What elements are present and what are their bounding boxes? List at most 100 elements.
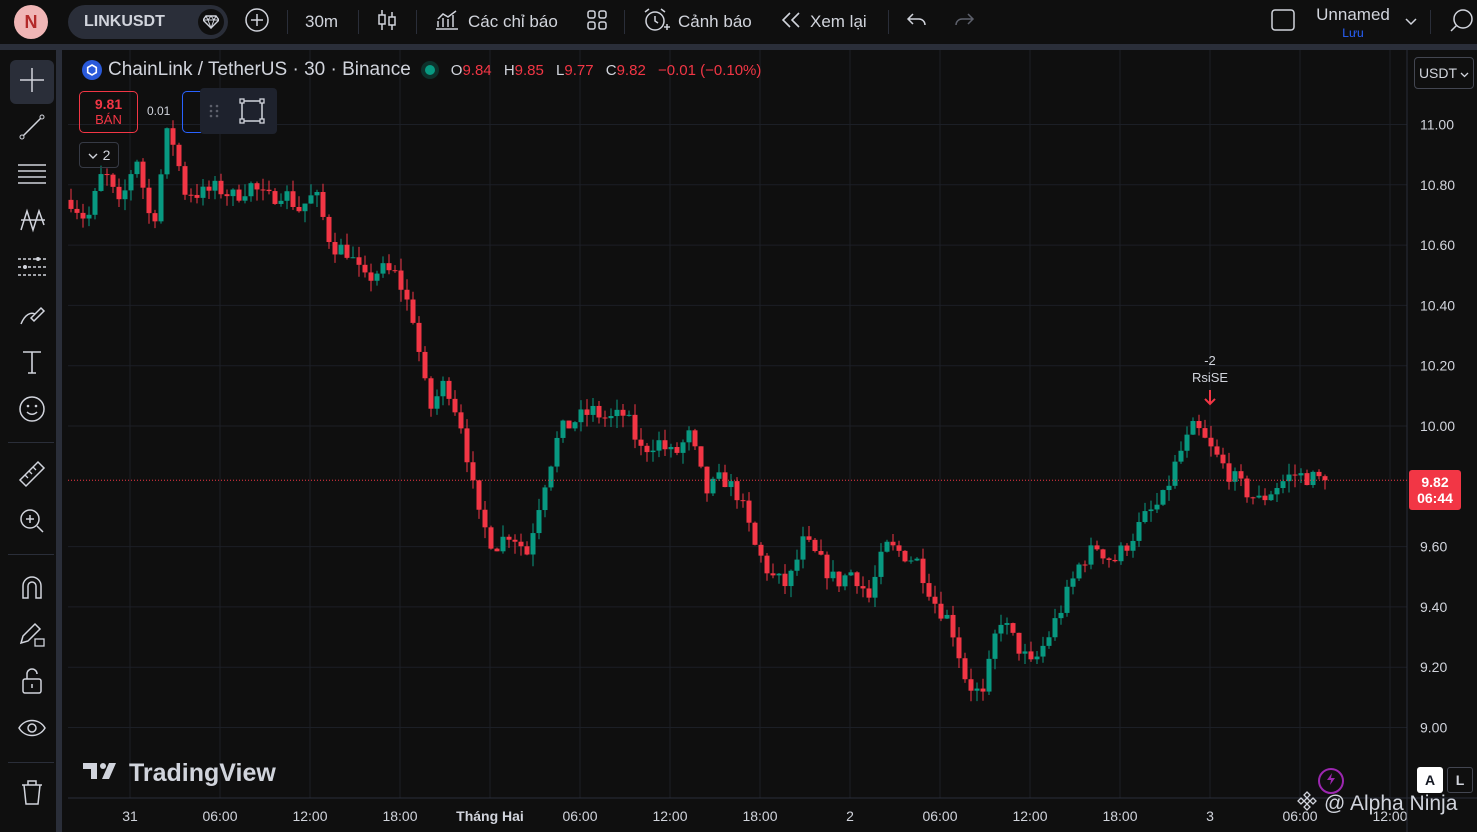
remove-drawings-tool[interactable] (10, 772, 54, 816)
diamond-icon[interactable] (198, 9, 224, 35)
y-tick-label: 11.00 (1420, 117, 1454, 133)
candle-body (626, 414, 632, 416)
candle-body (566, 420, 572, 429)
select-area-icon[interactable] (238, 97, 266, 130)
candle-body (608, 416, 614, 419)
chart-pane[interactable]: 11.00 10.80 10.60 10.40 10.20 10.00 9.60 9.40 9.… (68, 50, 1477, 832)
candle-body (1118, 545, 1124, 562)
sell-label: BÁN (95, 112, 122, 127)
candle-body (812, 539, 818, 552)
candle-body (110, 174, 116, 187)
sell-button[interactable]: 9.81 BÁN (79, 91, 138, 133)
magnet-icon (17, 572, 47, 607)
ruler-icon (17, 459, 47, 494)
tradingview-logo-icon (83, 759, 121, 788)
layout-square-button[interactable] (1270, 0, 1296, 44)
candle-body (284, 191, 290, 201)
emoji-tool[interactable] (10, 389, 54, 433)
candle-body (470, 462, 476, 481)
candle-body (1208, 437, 1214, 447)
candle-body (1286, 474, 1292, 482)
open-value: 9.84 (462, 61, 492, 79)
alerts-button[interactable]: Cảnh báo (642, 0, 752, 44)
floating-toolbar[interactable] (200, 88, 277, 134)
redo-button[interactable] (953, 0, 975, 44)
candle-body (764, 555, 770, 574)
chart-type-button[interactable] (376, 0, 398, 44)
candle-body (1058, 612, 1064, 619)
candle-body (1214, 446, 1220, 455)
quick-search-button[interactable] (1448, 0, 1474, 44)
trend-line-tool[interactable] (10, 107, 54, 151)
candle-body (776, 573, 782, 576)
lock-drawing-tool[interactable] (10, 614, 54, 658)
candle-body (200, 186, 206, 198)
templates-button[interactable] (585, 0, 609, 44)
candle-body (158, 174, 164, 222)
brush-tool[interactable] (10, 295, 54, 339)
candle-body (926, 583, 932, 597)
text-tool[interactable] (10, 342, 54, 386)
undo-button[interactable] (906, 0, 928, 44)
toolbar-divider (624, 10, 625, 34)
candle-body (698, 446, 704, 467)
hide-drawings-tool[interactable] (10, 708, 54, 752)
projection-tool[interactable] (10, 248, 54, 292)
candle-body (92, 190, 98, 215)
measure-tool[interactable] (10, 454, 54, 498)
sell-signal-arrow-icon (1204, 389, 1216, 406)
auto-scale-button[interactable]: A (1417, 767, 1443, 793)
candle-body (1178, 450, 1184, 462)
magnet-tool[interactable] (10, 567, 54, 611)
candle-body (1100, 549, 1106, 559)
candle-body (1202, 428, 1208, 438)
price-chart[interactable]: 11.00 10.80 10.60 10.40 10.20 10.00 9.60 9.40 9.… (68, 50, 1477, 832)
replay-button[interactable]: Xem lại (780, 0, 867, 44)
indicators-button[interactable]: Các chỉ báo (434, 0, 558, 44)
pattern-tool[interactable] (10, 201, 54, 245)
user-avatar[interactable]: N (14, 5, 48, 39)
candle-body (548, 466, 554, 488)
market-open-indicator (424, 65, 435, 75)
tradingview-logo-text: TradingView (129, 759, 276, 787)
candle-body (908, 560, 914, 562)
lock-all-tool[interactable] (10, 661, 54, 705)
fib-tool[interactable] (10, 154, 54, 198)
drag-handle-icon[interactable] (208, 103, 220, 124)
candle-body (134, 161, 140, 175)
currency-button[interactable]: USDT (1414, 57, 1474, 89)
x-tick-label: 2 (846, 808, 854, 824)
candle-body (260, 189, 266, 191)
candle-body (860, 586, 866, 589)
candle-body (434, 396, 440, 409)
candle-body (536, 510, 542, 534)
flash-alert-button[interactable] (1318, 768, 1344, 794)
buy-button[interactable] (182, 91, 212, 133)
candle-body (422, 351, 428, 379)
layout-menu-toggle[interactable] (1404, 0, 1418, 44)
toolbar-divider (8, 762, 54, 763)
crosshair-tool[interactable] (10, 60, 54, 104)
interval-button[interactable]: 30m (305, 0, 338, 44)
candle-body (236, 189, 242, 201)
undo-icon (906, 11, 928, 34)
log-scale-button[interactable]: L (1447, 767, 1473, 793)
candle-body (584, 409, 590, 415)
pattern-icon (17, 206, 47, 241)
zoom-in-tool[interactable] (10, 501, 54, 545)
candle-body (512, 539, 518, 542)
compare-add-button[interactable] (244, 0, 270, 44)
candle-body (122, 190, 128, 200)
layout-name-button[interactable]: Unnamed Lưu (1313, 5, 1393, 40)
lightning-icon (1325, 772, 1337, 791)
candle-body (1310, 471, 1316, 486)
candle-body (1238, 471, 1244, 479)
forecast-icon (16, 253, 48, 288)
candle-body (248, 183, 254, 197)
symbol-search-button[interactable]: LINKUSDT (68, 5, 228, 39)
candle-body (1052, 618, 1058, 638)
tradingview-logo[interactable]: TradingView (83, 759, 276, 788)
candle-body (1274, 488, 1280, 495)
candle-body (446, 380, 452, 399)
indicators-collapse-button[interactable]: 2 (79, 142, 119, 168)
